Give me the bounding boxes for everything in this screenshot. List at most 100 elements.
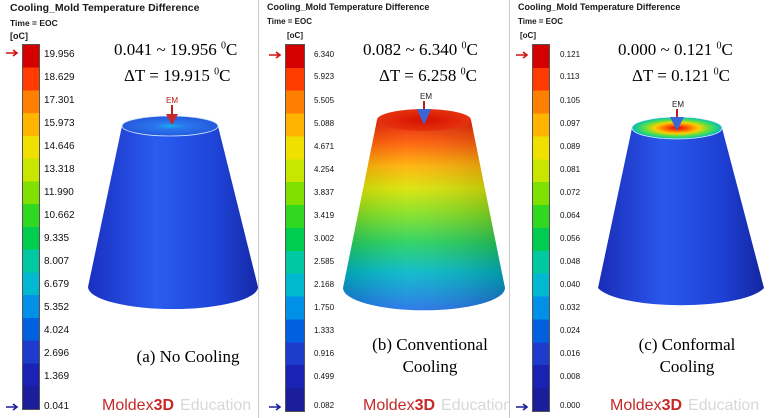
logo-watermark: Education <box>688 397 760 414</box>
panel-divider <box>258 0 259 418</box>
scale-tick: 0.041 <box>44 401 70 412</box>
panel-conformal-cooling: Cooling_Mold Temperature Difference Time… <box>510 0 772 418</box>
delta-value: ΔT = 6.258 <box>379 66 457 85</box>
logo-mark: 3D <box>661 397 683 414</box>
result-title: Cooling_Mold Temperature Difference <box>10 2 200 14</box>
scale-tick: 0.121 <box>560 50 581 59</box>
scale-tick: 0.089 <box>560 142 581 151</box>
scale-tick: 4.254 <box>314 165 335 174</box>
unit-c: C <box>225 40 238 59</box>
caption-line: Cooling <box>402 357 458 376</box>
panel-conventional-cooling: Cooling_Mold Temperature Difference Time… <box>259 0 509 418</box>
moldex3d-logo: Moldex3D Education <box>102 397 251 415</box>
scale-tick: 0.024 <box>560 326 581 335</box>
scale-tick: 0.097 <box>560 119 581 128</box>
panel-caption: (a) No Cooling <box>118 346 258 368</box>
scale-tick: 17.301 <box>44 95 75 106</box>
panel-no-cooling: Cooling_Mold Temperature Difference Time… <box>0 0 258 418</box>
scale-tick: 3.419 <box>314 211 335 220</box>
range-value: 0.082 ~ 6.340 <box>363 40 458 59</box>
unit-label: [oC] <box>287 31 303 40</box>
min-marker-icon <box>269 403 282 411</box>
scale-tick: 9.335 <box>44 233 70 244</box>
scale-tick: 6.340 <box>314 50 335 59</box>
scale-tick: 15.973 <box>44 118 75 129</box>
moldex3d-logo: Moldex3D Educationa <box>363 397 509 415</box>
scale-tick: 0.048 <box>560 257 581 266</box>
temperature-range: 0.082 ~ 6.340 0C <box>363 40 478 60</box>
scale-tick: 11.990 <box>44 187 74 198</box>
scale-tick: 14.646 <box>44 141 75 152</box>
logo-word: Moldex <box>363 397 415 414</box>
degree-mark: 0 <box>214 66 220 78</box>
caption-line: (c) Conformal <box>638 335 736 354</box>
scale-tick: 5.923 <box>314 72 335 81</box>
temperature-delta: ΔT = 19.915 0C <box>124 66 230 86</box>
scale-tick: 13.318 <box>44 164 75 175</box>
temperature-delta: ΔT = 0.121 0C <box>632 66 730 86</box>
logo-watermark: Educationa <box>441 397 509 414</box>
logo-word: Moldex <box>610 397 662 414</box>
scale-tick: 5.505 <box>314 96 335 105</box>
scale-tick: 4.024 <box>44 325 70 336</box>
max-marker-icon <box>269 51 282 59</box>
panel-caption: (c) Conformal Cooling <box>612 334 762 378</box>
scale-tick: 6.679 <box>44 279 70 290</box>
degree-mark: 0 <box>220 40 226 52</box>
scale-tick: 2.585 <box>314 257 335 266</box>
degree-mark: 0 <box>460 66 466 78</box>
scale-tick: 0.499 <box>314 372 335 381</box>
unit-c: C <box>721 40 733 59</box>
result-time: Time = EOC <box>267 17 312 26</box>
unit-c: C <box>465 66 477 85</box>
scale-tick: 5.352 <box>44 302 70 313</box>
scale-tick: 0.064 <box>560 211 581 220</box>
panel-divider <box>509 0 510 418</box>
caption-line: Cooling <box>659 357 715 376</box>
result-title: Cooling_Mold Temperature Difference <box>267 2 430 12</box>
scale-tick: 2.168 <box>314 280 335 289</box>
logo-watermark: Education <box>180 397 252 414</box>
scale-tick: 0.040 <box>560 280 581 289</box>
logo-word: Moldex <box>102 397 154 414</box>
scale-tick: 3.837 <box>314 188 335 197</box>
unit-c: C <box>219 66 231 85</box>
scale-tick: 0.113 <box>560 72 580 81</box>
gate-label: EM <box>420 92 432 101</box>
unit-c: C <box>718 66 730 85</box>
temperature-range: 0.000 ~ 0.121 0C <box>618 40 733 60</box>
delta-value: ΔT = 19.915 <box>124 66 210 85</box>
scale-tick: 18.629 <box>44 72 75 83</box>
caption-line: (a) No Cooling <box>136 347 240 366</box>
scale-tick: 2.696 <box>44 348 70 359</box>
mold-cone-model: EM <box>343 92 505 311</box>
range-value: 0.000 ~ 0.121 <box>618 40 713 59</box>
scale-tick: 0.916 <box>314 349 335 358</box>
scale-tick: 19.956 <box>44 49 75 60</box>
unit-label: [oC] <box>10 31 28 41</box>
range-value: 0.041 ~ 19.956 <box>114 40 217 59</box>
result-time: Time = EOC <box>518 17 563 26</box>
scale-tick: 1.750 <box>314 303 335 312</box>
scale-tick: 0.056 <box>560 234 581 243</box>
color-scale-bar <box>532 44 550 412</box>
scale-tick: 3.002 <box>314 234 335 243</box>
delta-value: ΔT = 0.121 <box>632 66 710 85</box>
scale-tick: 0.105 <box>560 96 581 105</box>
color-scale-bar <box>285 44 305 412</box>
temperature-range: 0.041 ~ 19.956 0C <box>114 40 237 60</box>
caption-line: (b) Conventional <box>372 335 488 354</box>
scale-tick: 0.072 <box>560 188 581 197</box>
result-title: Cooling_Mold Temperature Difference <box>518 2 681 12</box>
scale-tick: 0.081 <box>560 165 581 174</box>
max-marker-icon <box>516 51 529 59</box>
scale-tick: 10.662 <box>44 210 75 221</box>
scale-tick: 8.007 <box>44 256 70 267</box>
scale-tick: 4.671 <box>314 142 335 151</box>
logo-mark: 3D <box>153 397 175 414</box>
scale-tick: 5.088 <box>314 119 335 128</box>
gate-label: EM <box>166 96 178 105</box>
scale-tick: 1.369 <box>44 371 70 382</box>
degree-mark: 0 <box>716 40 722 52</box>
